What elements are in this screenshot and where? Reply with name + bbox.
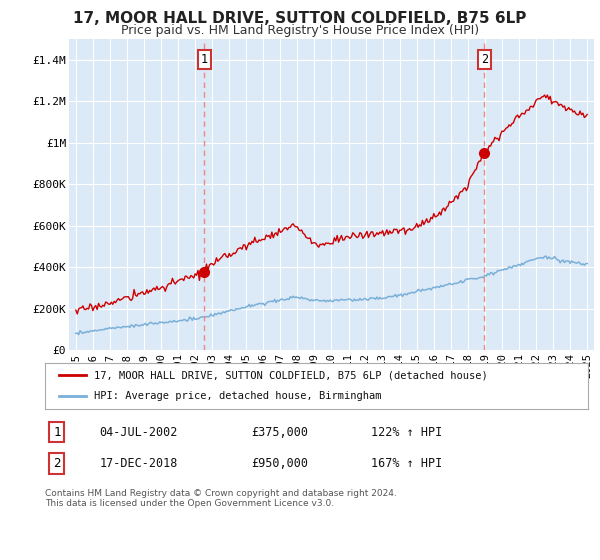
- Text: 167% ↑ HPI: 167% ↑ HPI: [371, 457, 442, 470]
- Text: 1: 1: [201, 53, 208, 66]
- Text: 17, MOOR HALL DRIVE, SUTTON COLDFIELD, B75 6LP (detached house): 17, MOOR HALL DRIVE, SUTTON COLDFIELD, B…: [94, 370, 488, 380]
- Text: HPI: Average price, detached house, Birmingham: HPI: Average price, detached house, Birm…: [94, 391, 382, 402]
- Text: 2: 2: [53, 457, 61, 470]
- Text: 17-DEC-2018: 17-DEC-2018: [100, 457, 178, 470]
- Text: £375,000: £375,000: [251, 426, 308, 438]
- Text: 2: 2: [481, 53, 488, 66]
- Text: 04-JUL-2002: 04-JUL-2002: [100, 426, 178, 438]
- Text: 1: 1: [53, 426, 61, 438]
- Text: Contains HM Land Registry data © Crown copyright and database right 2024.
This d: Contains HM Land Registry data © Crown c…: [45, 489, 397, 508]
- Text: Price paid vs. HM Land Registry's House Price Index (HPI): Price paid vs. HM Land Registry's House …: [121, 24, 479, 36]
- Text: £950,000: £950,000: [251, 457, 308, 470]
- Text: 122% ↑ HPI: 122% ↑ HPI: [371, 426, 442, 438]
- Text: 17, MOOR HALL DRIVE, SUTTON COLDFIELD, B75 6LP: 17, MOOR HALL DRIVE, SUTTON COLDFIELD, B…: [73, 11, 527, 26]
